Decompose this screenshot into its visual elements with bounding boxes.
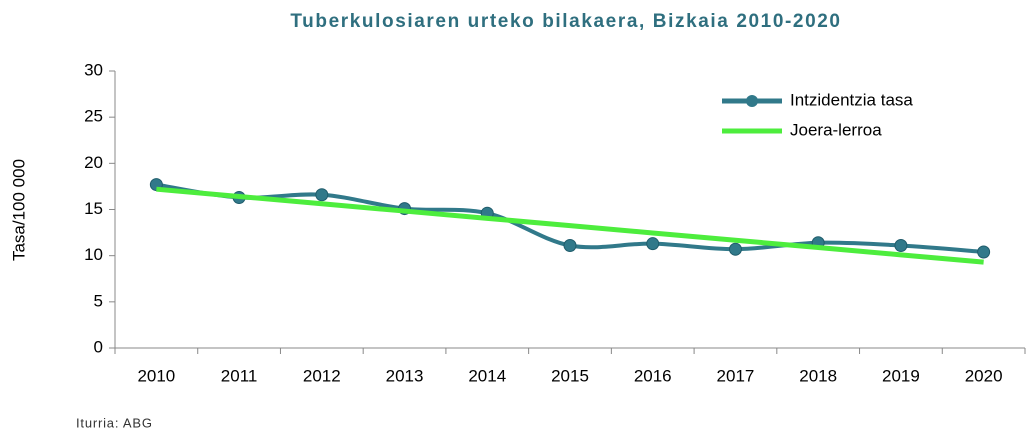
y-tick-label: 25 bbox=[84, 107, 103, 126]
x-tick-label: 2011 bbox=[221, 366, 258, 385]
marker bbox=[728, 242, 742, 256]
x-tick-label: 2017 bbox=[717, 366, 755, 385]
y-tick-label: 15 bbox=[84, 199, 103, 218]
y-axis-label: Tasa/100 000 bbox=[9, 159, 28, 261]
x-tick-label: 2018 bbox=[799, 366, 837, 385]
y-tick-label: 5 bbox=[94, 291, 103, 310]
marker bbox=[646, 237, 660, 251]
x-tick-label: 2012 bbox=[303, 366, 341, 385]
y-tick-label: 20 bbox=[84, 153, 103, 172]
marker bbox=[977, 245, 991, 259]
marker bbox=[894, 239, 908, 253]
source: Iturria: ABG bbox=[76, 415, 153, 430]
line bbox=[156, 186, 984, 265]
legend-label: Joera-lerroa bbox=[790, 120, 882, 139]
y-tick-label: 10 bbox=[84, 245, 103, 264]
marker bbox=[563, 239, 577, 253]
chart-title: Tuberkulosiaren urteko bilakaera, Bizkai… bbox=[290, 11, 841, 32]
x-tick-label: 2013 bbox=[386, 366, 424, 385]
x-tick-label: 2010 bbox=[137, 366, 175, 385]
x-tick-label: 2016 bbox=[634, 366, 672, 385]
x-tick-label: 2015 bbox=[551, 366, 589, 385]
x-tick-label: 2014 bbox=[468, 366, 506, 385]
legend-label: Intzidentzia tasa bbox=[790, 90, 913, 109]
legend-marker bbox=[746, 95, 758, 107]
marker bbox=[315, 188, 329, 202]
y-tick-label: 0 bbox=[94, 337, 103, 356]
x-tick-label: 2020 bbox=[965, 366, 1003, 385]
y-tick-label: 30 bbox=[84, 60, 103, 79]
x-tick-label: 2019 bbox=[882, 366, 920, 385]
